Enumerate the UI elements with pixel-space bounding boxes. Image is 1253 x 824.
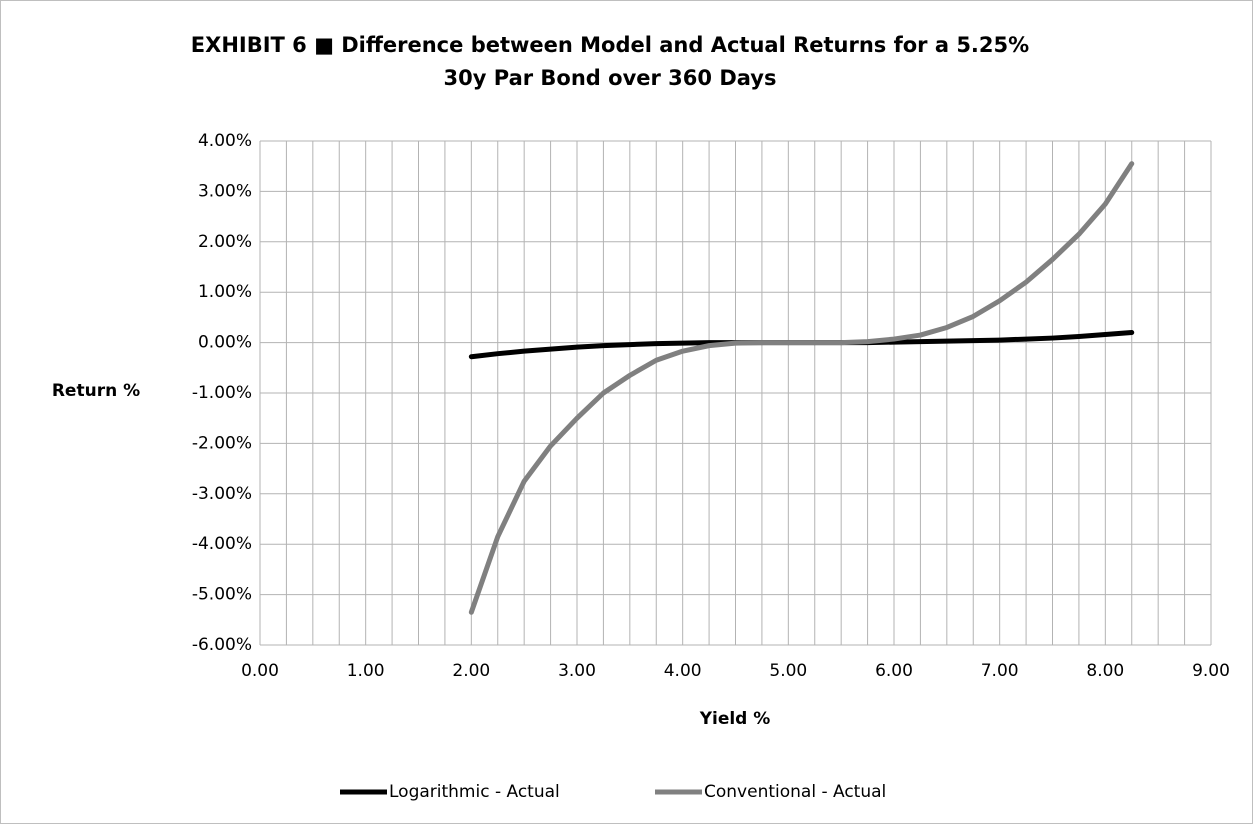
data-line bbox=[468, 161, 1135, 615]
y-tick-label: 1.00% bbox=[198, 282, 252, 302]
y-tick-label: 3.00% bbox=[198, 181, 252, 201]
y-tick-label: 0.00% bbox=[198, 333, 252, 353]
x-tick-label: 1.00 bbox=[347, 661, 385, 681]
legend-label: Conventional - Actual bbox=[704, 782, 886, 802]
x-tick-label: 5.00 bbox=[769, 661, 807, 681]
y-tick-label: 2.00% bbox=[198, 232, 252, 252]
legend-label: Logarithmic - Actual bbox=[389, 782, 560, 802]
y-tick-label: -1.00% bbox=[192, 383, 252, 403]
x-tick-label: 0.00 bbox=[241, 661, 279, 681]
y-tick-label: -5.00% bbox=[192, 585, 252, 605]
x-tick-label: 8.00 bbox=[1086, 661, 1124, 681]
x-tick-label: 9.00 bbox=[1192, 661, 1230, 681]
y-axis-label: Return % bbox=[52, 381, 140, 401]
x-tick-label: 2.00 bbox=[452, 661, 490, 681]
x-axis-label: Yield % bbox=[699, 709, 771, 729]
x-tick-label: 7.00 bbox=[981, 661, 1019, 681]
x-tick-label: 6.00 bbox=[875, 661, 913, 681]
y-tick-label: -3.00% bbox=[192, 484, 252, 504]
chart-title: EXHIBIT 6 ■ Difference between Model and… bbox=[191, 33, 1029, 57]
y-tick-label: -6.00% bbox=[192, 635, 252, 655]
x-tick-label: 4.00 bbox=[664, 661, 702, 681]
y-tick-label: -4.00% bbox=[192, 534, 252, 554]
chart-title: 30y Par Bond over 360 Days bbox=[444, 66, 777, 90]
x-tick-label: 3.00 bbox=[558, 661, 596, 681]
y-tick-label: -2.00% bbox=[192, 433, 252, 453]
y-tick-label: 4.00% bbox=[198, 131, 252, 151]
